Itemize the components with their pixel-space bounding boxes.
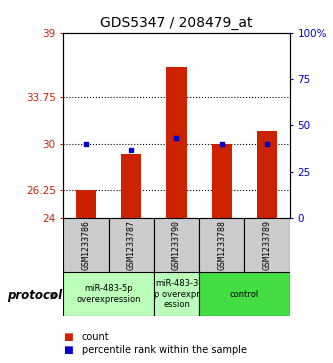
- Text: percentile rank within the sample: percentile rank within the sample: [82, 345, 246, 355]
- Bar: [166, 67, 187, 218]
- Text: control: control: [230, 290, 259, 298]
- Text: GSM1233789: GSM1233789: [262, 220, 272, 270]
- Text: miR-483-3
p overexpr
ession: miR-483-3 p overexpr ession: [154, 279, 199, 309]
- Bar: [63, 272, 154, 316]
- Bar: [257, 131, 277, 218]
- Bar: [63, 218, 109, 272]
- Text: protocol: protocol: [7, 289, 62, 302]
- Bar: [154, 218, 199, 272]
- Bar: [199, 272, 290, 316]
- Bar: [211, 144, 232, 218]
- Bar: [76, 190, 96, 218]
- Text: GSM1233790: GSM1233790: [172, 220, 181, 270]
- Text: ■: ■: [63, 332, 73, 342]
- Text: ■: ■: [63, 345, 73, 355]
- Text: count: count: [82, 332, 109, 342]
- Text: GSM1233788: GSM1233788: [217, 220, 226, 270]
- Bar: [244, 218, 290, 272]
- Title: GDS5347 / 208479_at: GDS5347 / 208479_at: [100, 16, 253, 30]
- Text: GSM1233786: GSM1233786: [81, 220, 91, 270]
- Bar: [154, 272, 199, 316]
- Bar: [109, 218, 154, 272]
- Bar: [199, 218, 244, 272]
- Text: GSM1233787: GSM1233787: [127, 220, 136, 270]
- Text: miR-483-5p
overexpression: miR-483-5p overexpression: [76, 284, 141, 304]
- Bar: [121, 154, 142, 218]
